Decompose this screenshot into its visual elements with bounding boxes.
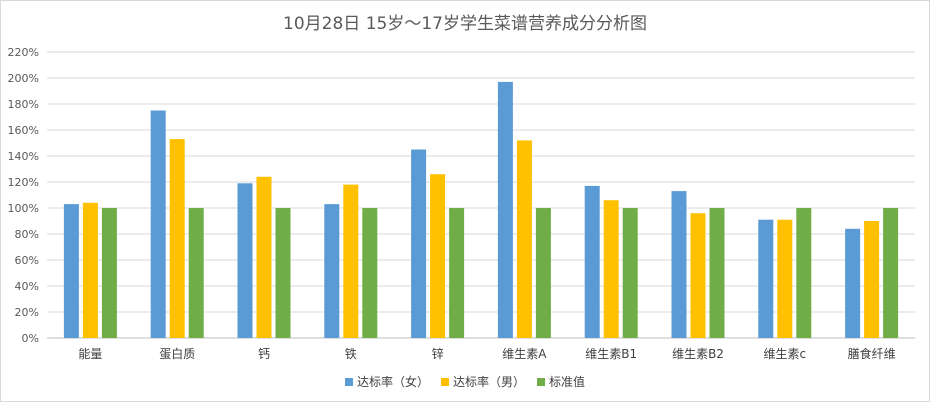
bar <box>535 208 551 338</box>
y-tick-label: 80% <box>15 228 39 241</box>
bar <box>864 221 880 338</box>
bar <box>430 174 446 338</box>
legend-label: 达标率（女） <box>356 375 429 389</box>
bars <box>63 81 899 339</box>
y-tick-label: 60% <box>15 254 39 267</box>
bar <box>690 213 706 338</box>
x-category-label: 钙 <box>258 347 270 361</box>
y-axis-ticks: 0% 20% 40% 60% 80% 100% 120% 140% 160% 180% 200% 22… <box>8 46 39 345</box>
bar <box>150 110 166 338</box>
bar <box>256 176 272 338</box>
chart-legend: 达标率（女） 达标率（男） 标准值 <box>0 373 930 390</box>
legend-label: 达标率（男） <box>452 375 525 389</box>
bar <box>845 228 861 338</box>
x-category-label: 维生素c <box>763 347 806 361</box>
x-category-label: 维生素B2 <box>672 347 724 361</box>
x-category-label: 维生素B1 <box>585 347 637 361</box>
y-tick-label: 220% <box>8 46 39 59</box>
x-axis-categories: 能量 蛋白质 钙 铁 锌 维生素A 维生素B1 维生素B2 维生素c 膳食纤维 <box>78 346 895 361</box>
x-category-label: 膳食纤维 <box>848 346 896 361</box>
chart-title: 10月28日 15岁～17岁学生菜谱营养成分分析图 <box>283 14 647 34</box>
legend-swatch <box>440 377 449 386</box>
y-tick-label: 20% <box>15 306 39 319</box>
y-tick-label: 120% <box>8 176 39 189</box>
y-tick-label: 40% <box>15 280 39 293</box>
y-tick-label: 200% <box>8 72 39 85</box>
bar <box>275 208 291 338</box>
x-category-label: 蛋白质 <box>159 346 195 361</box>
legend-item: 达标率（女） <box>344 373 429 390</box>
bar <box>82 202 98 338</box>
bar <box>777 219 793 338</box>
bar <box>362 208 378 338</box>
x-category-label: 锌 <box>432 347 444 361</box>
bar <box>584 185 600 338</box>
y-tick-label: 140% <box>8 150 39 163</box>
bar <box>883 208 899 338</box>
bar <box>758 219 774 338</box>
bar <box>169 139 185 338</box>
y-tick-label: 180% <box>8 98 39 111</box>
y-tick-label: 160% <box>8 124 39 137</box>
y-tick-label: 0% <box>22 332 39 345</box>
bar <box>497 81 513 339</box>
x-category-label: 维生素A <box>502 347 547 361</box>
bar <box>63 204 79 338</box>
bar <box>411 149 427 338</box>
bar <box>343 184 359 338</box>
bar <box>603 200 619 338</box>
legend-swatch <box>344 377 353 386</box>
legend-swatch <box>537 377 545 386</box>
bar <box>449 208 465 338</box>
x-category-label: 铁 <box>345 347 357 361</box>
x-category-label: 能量 <box>78 347 102 361</box>
bar <box>709 208 725 338</box>
bar <box>324 204 340 338</box>
legend-label: 标准值 <box>549 375 586 389</box>
legend-item: 标准值 <box>537 373 585 390</box>
bar <box>188 208 204 338</box>
bar <box>796 208 812 338</box>
legend-item: 达标率（男） <box>440 373 525 390</box>
bar <box>622 208 638 338</box>
y-tick-label: 100% <box>8 202 39 215</box>
bar <box>516 140 532 338</box>
bar <box>671 191 687 338</box>
bar <box>237 183 253 338</box>
bar <box>101 208 117 338</box>
